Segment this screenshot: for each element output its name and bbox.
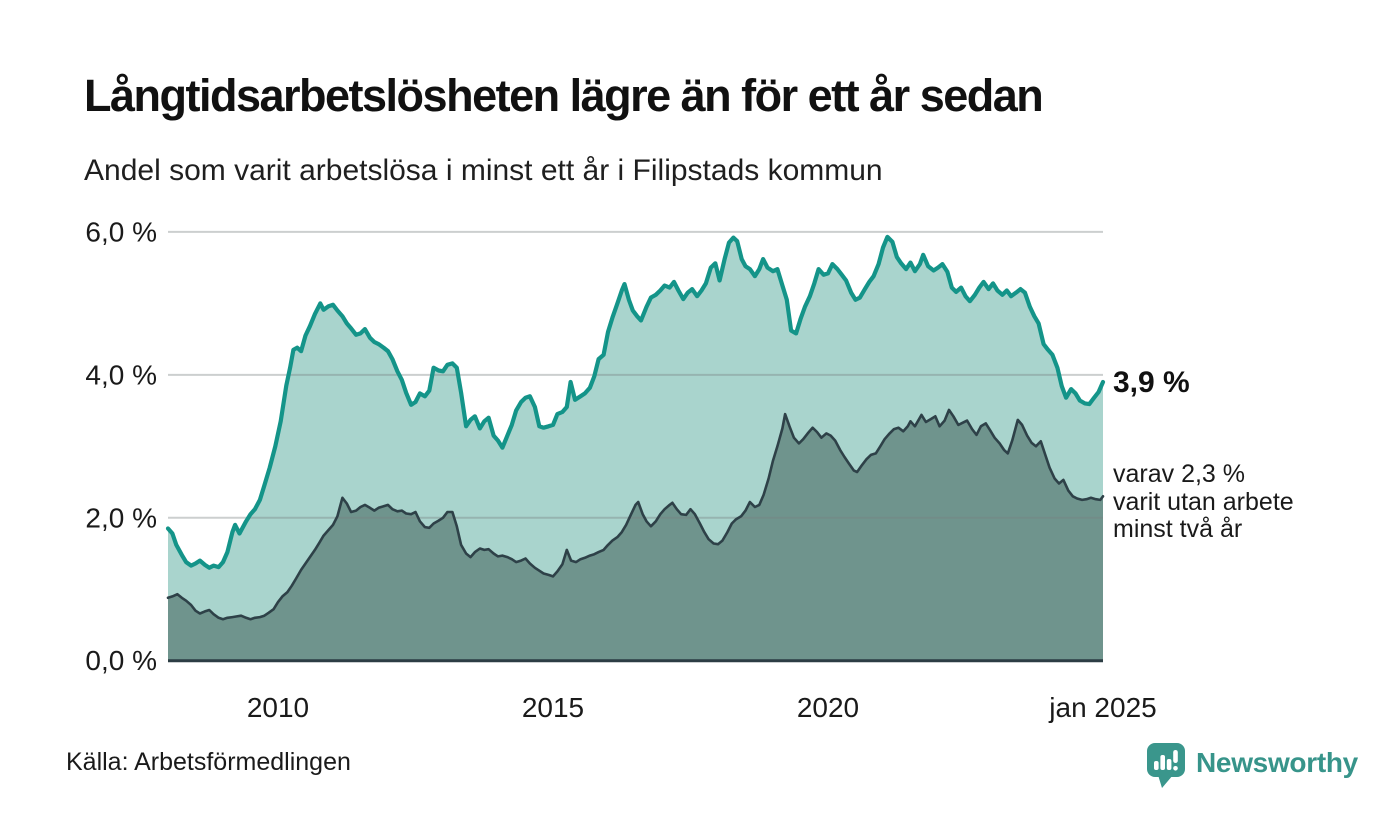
- x-tick-label: jan 2025: [1048, 692, 1156, 723]
- newsworthy-wordmark: Newsworthy: [1196, 746, 1358, 778]
- page-title: Långtidsarbetslösheten lägre än för ett …: [84, 70, 1044, 121]
- two-year-value-label: varav 2,3 % varit utan arbete minst två …: [1113, 460, 1294, 543]
- line-two-year: [166, 408, 1105, 621]
- y-tick-label: 0,0 %: [85, 645, 157, 676]
- x-tick-label: 2020: [797, 692, 859, 723]
- newsworthy-logo-icon: [1147, 743, 1185, 788]
- area-fill-two-year: [168, 409, 1103, 661]
- source-note: Källa: Arbetsförmedlingen: [66, 748, 351, 776]
- x-tick-label: 2015: [522, 692, 584, 723]
- y-tick-label: 2,0 %: [85, 502, 157, 533]
- latest-value-label: 3,9 %: [1113, 366, 1190, 399]
- chart-subtitle: Andel som varit arbetslösa i minst ett å…: [84, 154, 883, 187]
- newsworthy-logo: Newsworthy: [1146, 742, 1358, 789]
- y-tick-label: 6,0 %: [85, 216, 157, 247]
- x-tick-label: 2010: [247, 692, 309, 723]
- y-tick-label: 4,0 %: [85, 359, 157, 390]
- line-one-year: [165, 234, 1106, 570]
